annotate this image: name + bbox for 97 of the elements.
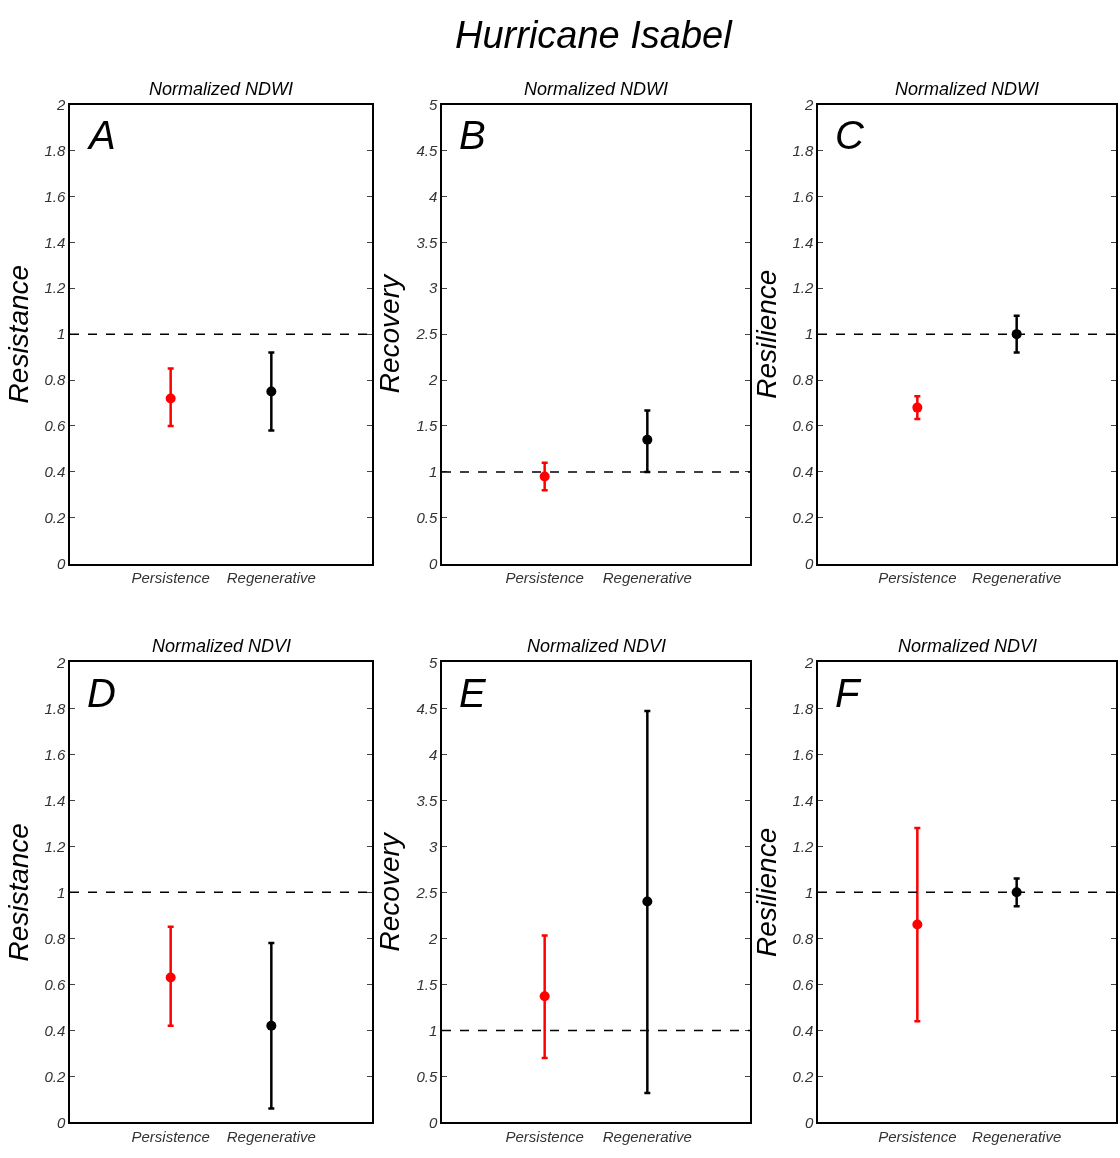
annotation: A <box>87 113 116 157</box>
y-tick-label: 0.4 <box>792 1021 814 1039</box>
y-tick-label: 0.2 <box>792 509 814 527</box>
y-axis-title: Resilience <box>750 827 782 957</box>
y-tick-label: 2.5 <box>415 883 438 901</box>
y-tick-label: 1.4 <box>44 233 66 251</box>
y-tick-label: 1.8 <box>44 141 66 159</box>
y-tick-label: 0.4 <box>44 463 66 481</box>
chart-title: Normalized NDVI <box>898 636 1038 656</box>
y-tick-label: 2 <box>803 95 814 113</box>
x-tick-label: Regenerative <box>602 569 692 587</box>
y-axis-title: Recovery <box>373 273 405 394</box>
y-axis-title: Resistance <box>2 264 34 404</box>
chart-title: Normalized NDWI <box>895 79 1040 99</box>
y-tick-label: 5 <box>428 653 438 671</box>
chart-title: Normalized NDWI <box>524 79 669 99</box>
chart-title: Normalized NDVI <box>152 636 292 656</box>
y-tick-label: 0 <box>56 1113 66 1131</box>
y-tick-label: 1.6 <box>792 187 814 205</box>
y-tick-label: 1.6 <box>792 745 814 763</box>
y-tick-label: 0 <box>428 554 438 572</box>
x-tick-label: Persistence <box>505 1128 584 1146</box>
y-tick-label: 1 <box>804 325 814 343</box>
y-tick-label: 0.2 <box>44 509 66 527</box>
y-tick-label: 4 <box>428 187 438 205</box>
annotation: F <box>835 671 862 715</box>
y-tick-label: 1.5 <box>416 975 438 993</box>
annotation: B <box>459 113 486 157</box>
y-tick-label: 1.8 <box>792 699 814 717</box>
y-tick-label: 1.2 <box>44 279 66 297</box>
y-tick-label: 0.5 <box>416 509 438 527</box>
y-tick-label: 0.4 <box>792 463 814 481</box>
y-axis-title: Recovery <box>373 831 405 952</box>
x-tick-label: Persistence <box>878 1128 957 1146</box>
y-tick-label: 1.2 <box>792 837 814 855</box>
y-tick-label: 0.6 <box>44 975 66 993</box>
y-tick-label: 1.8 <box>44 699 66 717</box>
y-tick-label: 1 <box>428 1021 438 1039</box>
y-tick-label: 5 <box>428 95 438 113</box>
y-tick-label: 1.5 <box>416 417 438 435</box>
y-axis-title: Resistance <box>2 823 34 962</box>
y-tick-label: 1 <box>428 463 438 481</box>
x-tick-label: Persistence <box>131 569 210 587</box>
y-tick-label: 3.5 <box>416 791 438 809</box>
y-tick-label: 4.5 <box>416 141 438 159</box>
x-tick-label: Regenerative <box>226 1128 316 1146</box>
y-tick-label: 0.2 <box>44 1067 66 1085</box>
y-tick-label: 1.2 <box>44 837 66 855</box>
y-tick-label: 0.8 <box>44 929 66 947</box>
y-tick-label: 1.2 <box>792 279 814 297</box>
y-tick-label: 0.8 <box>44 371 66 389</box>
x-tick-label: Persistence <box>878 569 957 587</box>
y-tick-label: 1.4 <box>44 791 66 809</box>
y-tick-label: 1.6 <box>44 187 66 205</box>
y-tick-label: 3.5 <box>416 233 438 251</box>
x-tick-label: Regenerative <box>226 569 316 587</box>
y-tick-label: 4 <box>428 745 438 763</box>
y-tick-label: 0 <box>804 554 814 572</box>
y-tick-label: 2 <box>803 653 814 671</box>
y-tick-label: 2 <box>427 929 438 947</box>
y-tick-label: 1.4 <box>792 233 814 251</box>
annotation: D <box>87 671 116 715</box>
y-tick-label: 3 <box>428 279 438 297</box>
y-axis-title: Resilience <box>750 269 782 399</box>
y-tick-label: 0.5 <box>416 1067 438 1085</box>
x-tick-label: Persistence <box>131 1128 210 1146</box>
annotation: C <box>835 113 865 157</box>
x-tick-label: Regenerative <box>972 569 1062 587</box>
y-tick-label: 1.8 <box>792 141 814 159</box>
y-tick-label: 0.6 <box>44 417 66 435</box>
y-tick-label: 1 <box>56 325 66 343</box>
chart-title: Normalized NDWI <box>149 79 294 99</box>
y-tick-label: 0 <box>428 1113 438 1131</box>
y-tick-label: 0 <box>56 554 66 572</box>
y-tick-label: 3 <box>428 837 438 855</box>
y-tick-label: 0.2 <box>792 1067 814 1085</box>
y-tick-label: 0.6 <box>792 975 814 993</box>
x-tick-label: Regenerative <box>972 1128 1062 1146</box>
y-tick-label: 2 <box>427 371 438 389</box>
x-tick-label: Persistence <box>505 569 584 587</box>
chart-title: Normalized NDVI <box>527 636 667 656</box>
y-tick-label: 1 <box>804 883 814 901</box>
y-tick-label: 0.8 <box>792 929 814 947</box>
y-tick-label: 2 <box>55 95 66 113</box>
text: Hurricane Isabel <box>455 14 734 56</box>
y-tick-label: 1.4 <box>792 791 814 809</box>
y-tick-label: 4.5 <box>416 699 438 717</box>
y-tick-label: 2.5 <box>415 325 438 343</box>
y-tick-label: 0.8 <box>792 371 814 389</box>
y-tick-label: 0.6 <box>792 417 814 435</box>
y-tick-label: 2 <box>55 653 66 671</box>
y-tick-label: 1 <box>56 883 66 901</box>
y-tick-label: 0.4 <box>44 1021 66 1039</box>
y-tick-label: 0 <box>804 1113 814 1131</box>
x-tick-label: Regenerative <box>602 1128 692 1146</box>
annotation: E <box>459 671 487 715</box>
y-tick-label: 1.6 <box>44 745 66 763</box>
